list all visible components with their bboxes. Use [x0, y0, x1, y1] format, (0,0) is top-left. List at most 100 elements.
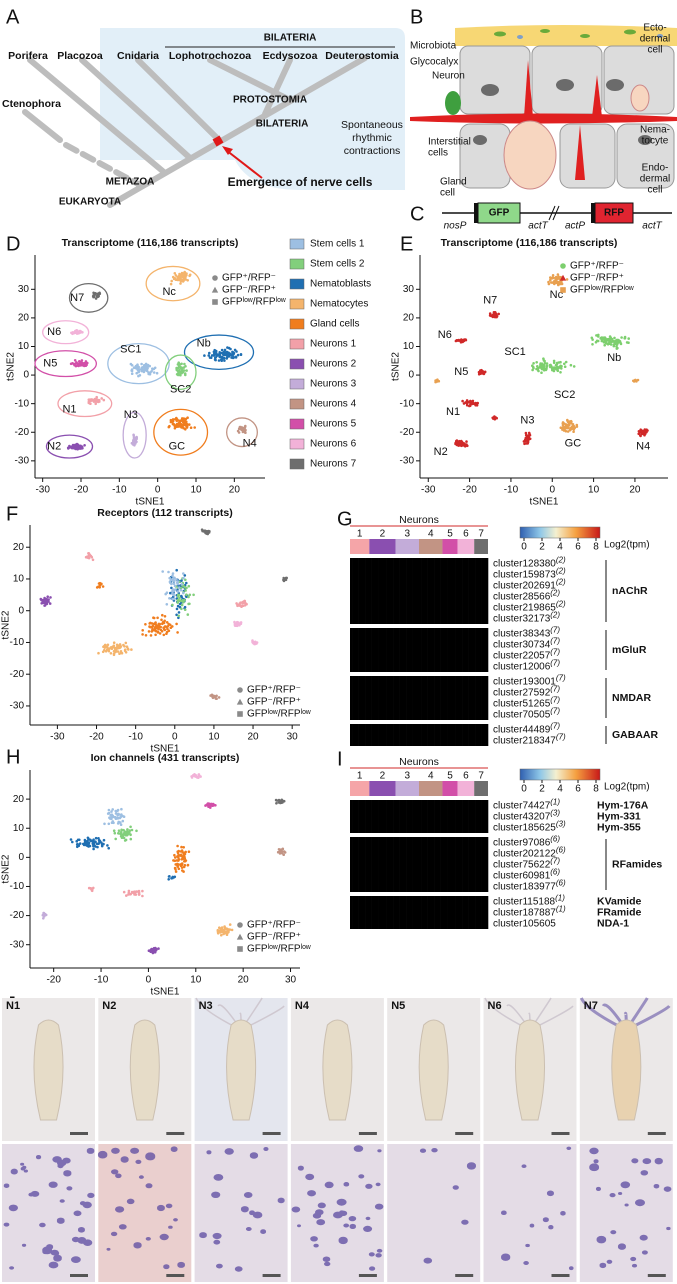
- column-label: 6: [463, 529, 469, 540]
- heatmap-cell: [399, 735, 403, 746]
- heatmap-cell: [427, 918, 431, 929]
- heatmap-cell: [485, 918, 489, 929]
- heatmap-cell: [438, 822, 441, 833]
- heatmap-cell: [457, 822, 461, 833]
- heatmap-cell: [447, 918, 450, 929]
- heatmap-cell: [375, 580, 379, 591]
- heatmap-cell: [434, 822, 437, 833]
- row-label: cluster30734(7): [493, 637, 560, 651]
- heatmap-cell: [386, 881, 390, 892]
- heatmap-cell: [455, 724, 459, 735]
- cluster-points: [454, 439, 469, 448]
- heatmap-cell: [466, 822, 469, 833]
- heatmap-cell: [371, 800, 375, 811]
- heatmap-cell: [416, 639, 420, 650]
- heatmap-cell: [485, 822, 489, 833]
- cell-label: dermal: [640, 174, 671, 185]
- heatmap-cell: [369, 650, 372, 661]
- heatmap-cell: [481, 676, 484, 687]
- heatmap-cell: [442, 676, 446, 687]
- heatmap-cell: [423, 602, 426, 613]
- heatmap-cell: [401, 709, 405, 720]
- heatmap-cell: [350, 628, 353, 639]
- heatmap-cell: [431, 580, 435, 591]
- cluster-label: N5: [454, 366, 468, 378]
- heatmap-cell: [352, 870, 355, 881]
- heatmap-cell: [442, 639, 446, 650]
- heatmap-cell: [382, 896, 385, 907]
- heatmap-cell: [429, 848, 433, 859]
- heatmap-cell: [399, 628, 403, 639]
- heatmap-cell: [408, 639, 411, 650]
- heatmap-cell: [457, 907, 461, 918]
- heatmap-cell: [427, 591, 431, 602]
- row-label: cluster51265(7): [493, 696, 560, 710]
- heatmap-cell: [427, 870, 431, 881]
- heatmap-cell: [464, 870, 467, 881]
- row-tag: (1): [556, 905, 566, 914]
- heatmap-cell: [354, 602, 357, 613]
- heatmap-cell: [427, 859, 431, 870]
- heatmap-cell: [434, 602, 437, 613]
- heatmap-cell: [459, 687, 463, 698]
- heatmap-cell: [447, 896, 450, 907]
- heatmap-cell: [434, 580, 437, 591]
- heatmap-cell: [393, 918, 396, 929]
- heatmap-cell: [384, 837, 387, 848]
- legend-label: GFP⁻/RFP⁺: [222, 285, 276, 296]
- heatmap-cell: [457, 848, 461, 859]
- heatmap-cell: [401, 800, 405, 811]
- heatmap-cell: [444, 687, 448, 698]
- construct-part: RFP: [604, 208, 624, 219]
- heatmap-cell: [462, 628, 465, 639]
- heatmap-cell: [350, 580, 353, 591]
- heatmap-cell: [350, 687, 353, 698]
- heatmap-cell: [414, 661, 418, 672]
- heatmap-cell: [369, 613, 372, 624]
- heatmap-cell: [477, 859, 480, 870]
- heatmap-cell: [397, 628, 400, 639]
- row-tag: (2): [556, 567, 566, 576]
- heatmap-cell: [373, 859, 377, 870]
- heatmap-cell: [369, 580, 372, 591]
- cell-label: Gland: [440, 177, 467, 188]
- heatmap-cell: [395, 687, 398, 698]
- heatmap-cell: [369, 811, 372, 822]
- heatmap-cell: [475, 687, 478, 698]
- heatmap-cell: [401, 907, 405, 918]
- heatmap-cell: [412, 602, 415, 613]
- heatmap-cell: [352, 822, 355, 833]
- construct-part: GFP: [489, 208, 510, 219]
- heatmap-cell: [449, 918, 452, 929]
- scale-bar: [70, 1274, 88, 1277]
- heatmap-cell: [483, 591, 487, 602]
- heatmap-cell: [360, 896, 364, 907]
- heatmap-cell: [393, 709, 396, 720]
- row-tag: (7): [550, 685, 560, 694]
- heatmap-cell: [423, 881, 426, 892]
- heatmap-cell: [408, 735, 411, 746]
- heatmap-cell: [453, 881, 456, 892]
- column-bar: [442, 781, 458, 796]
- heatmap-cell: [356, 709, 359, 720]
- heatmap-cell: [485, 558, 489, 569]
- heatmap-cell: [423, 650, 426, 661]
- heatmap-cell: [438, 881, 441, 892]
- heatmap-cell: [434, 591, 437, 602]
- heatmap-cell: [436, 870, 439, 881]
- heatmap-cell: [401, 650, 405, 661]
- heatmap-cell: [386, 907, 390, 918]
- heatmap-cell: [369, 724, 372, 735]
- legend-swatch: [289, 418, 305, 430]
- heatmap-cell: [447, 848, 450, 859]
- heatmap-cell: [483, 800, 487, 811]
- heatmap-cell: [367, 676, 370, 687]
- heatmap-cell: [423, 676, 426, 687]
- heatmap-cell: [378, 735, 381, 746]
- heatmap-cell: [421, 848, 424, 859]
- heatmap-cell: [451, 613, 454, 624]
- heatmap-cell: [447, 650, 450, 661]
- heatmap-cell: [481, 613, 484, 624]
- heatmap-cell: [468, 661, 472, 672]
- heatmap-cell: [408, 822, 411, 833]
